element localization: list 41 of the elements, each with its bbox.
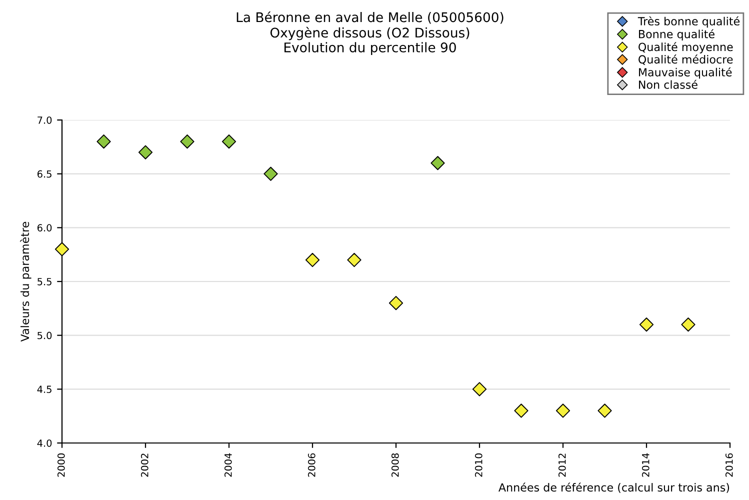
legend-label: Mauvaise qualité — [639, 67, 732, 79]
point — [472, 382, 487, 396]
legend-label: Bonne qualité — [639, 29, 714, 40]
y-tick-label: 5.5 — [38, 278, 52, 286]
legend-label: Qualité moyenne — [638, 42, 733, 54]
point — [54, 242, 70, 256]
x-tick-label: 2002 — [140, 454, 148, 477]
point — [96, 134, 111, 149]
y-tick-label: 6.0 — [37, 224, 52, 232]
point — [598, 404, 612, 418]
y-tick-label: 6.5 — [37, 170, 52, 178]
point — [264, 166, 278, 181]
y-tick-label: 4.5 — [37, 386, 52, 393]
x-tick-label: 2008 — [391, 453, 399, 477]
point — [430, 156, 445, 170]
x-axis-title: Années de référence (calcul sur trois ans) — [498, 482, 730, 493]
x-tick-label: 2006 — [308, 453, 316, 477]
point — [222, 134, 236, 149]
y-tick-label: 5.0 — [38, 332, 52, 340]
legend-label: Qualité médiocre — [638, 54, 733, 65]
x-tick-label: 2004 — [224, 453, 232, 477]
point — [180, 134, 194, 149]
point — [556, 404, 570, 418]
point — [388, 296, 404, 310]
x-tick-label: 2014 — [642, 453, 650, 477]
point — [347, 252, 362, 268]
point — [514, 404, 528, 418]
x-tick-label: 2000 — [57, 453, 65, 477]
chart-title: La Béronne en aval de Melle (05005600) Oxygène dissous (O2 Dissous) Evolution du percentile 90 — [236, 11, 504, 55]
point — [138, 145, 153, 160]
x-tick-label: 2016 — [725, 453, 733, 477]
legend-label: Très bonne qualité — [638, 16, 740, 28]
x-tick-label: 2012 — [558, 454, 566, 477]
y-axis-title: Valeurs du paramètre — [20, 222, 32, 342]
legend-label: Non classé — [639, 80, 698, 89]
point — [639, 317, 654, 332]
y-tick-label: 4.0 — [37, 439, 52, 447]
y-tick-label: 7.0 — [38, 116, 52, 124]
point — [305, 252, 320, 268]
x-tick-label: 2010 — [474, 453, 482, 477]
point — [681, 317, 696, 332]
